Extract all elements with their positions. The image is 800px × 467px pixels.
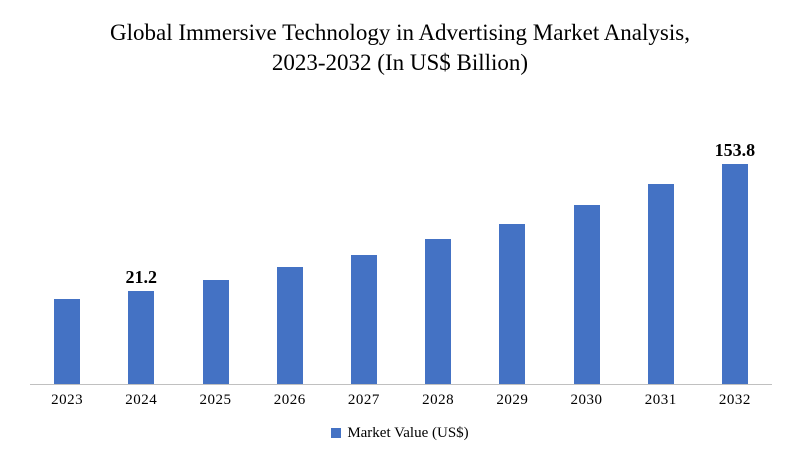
bar — [128, 290, 155, 384]
bar-column — [624, 181, 698, 384]
x-axis-label: 2030 — [570, 391, 603, 408]
bar — [499, 223, 526, 384]
bar-column: 153.8 — [698, 140, 772, 384]
bar-column — [30, 296, 104, 384]
x-axis-label: 2029 — [496, 391, 529, 408]
bar — [276, 266, 303, 384]
x-axis: 2023 2024 2025 2026 2027 2028 2029 2030 2031 2032 — [30, 385, 772, 409]
x-axis-label: 2032 — [718, 391, 751, 408]
bar — [54, 298, 81, 384]
legend-marker-icon — [331, 428, 342, 439]
bar — [350, 254, 377, 384]
x-axis-label: 2031 — [644, 391, 677, 408]
x-axis-label: 2026 — [273, 391, 306, 408]
bar — [202, 279, 229, 384]
plot-area: 21.2 153.8 — [30, 134, 772, 385]
bar — [647, 183, 674, 384]
legend: Market Value (US$) — [0, 425, 800, 442]
bar-column — [253, 264, 327, 384]
bar-column: 21.2 — [104, 267, 178, 384]
x-axis-label: 2027 — [347, 391, 380, 408]
chart-title: Global Immersive Technology in Advertisi… — [110, 20, 690, 75]
bar-column — [475, 221, 549, 384]
bar-column — [549, 202, 623, 384]
legend-label: Market Value (US$) — [347, 424, 469, 441]
bar — [721, 163, 748, 384]
x-axis-label: 2028 — [422, 391, 455, 408]
data-label: 153.8 — [714, 139, 756, 160]
bar — [425, 238, 452, 384]
x-axis-label: 2025 — [199, 391, 232, 408]
bar-column — [401, 236, 475, 384]
x-axis-label: 2024 — [125, 391, 158, 408]
x-axis-label: 2023 — [51, 391, 84, 408]
bar-column — [327, 252, 401, 384]
bar-column — [178, 277, 252, 384]
bar — [573, 204, 600, 384]
data-label: 21.2 — [125, 266, 158, 287]
